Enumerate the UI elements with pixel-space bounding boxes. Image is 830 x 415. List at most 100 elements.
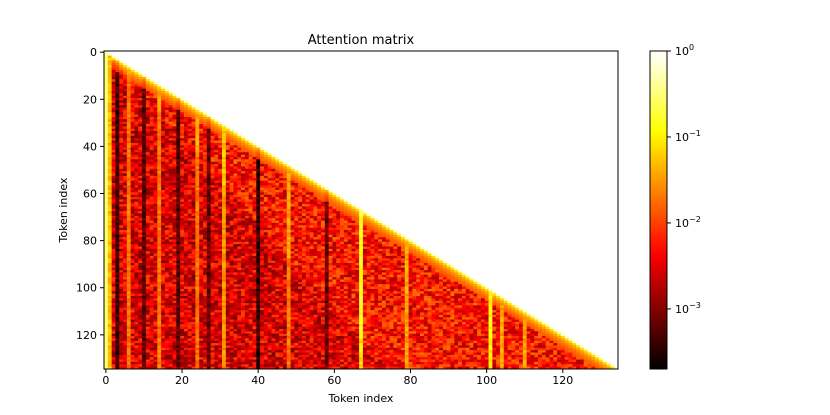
heatmap-cell — [252, 272, 257, 276]
heatmap-cell — [244, 147, 250, 151]
heatmap-cell — [237, 274, 242, 278]
heatmap-cell — [218, 272, 223, 276]
heatmap-cell — [119, 131, 124, 134]
heatmap-cell — [328, 225, 333, 229]
heatmap-cell — [343, 246, 349, 250]
heatmap-cell — [134, 267, 139, 271]
heatmap-cell — [321, 255, 326, 259]
heatmap-cell — [263, 159, 269, 163]
heatmap-cell — [153, 241, 158, 245]
heatmap-cell — [123, 220, 128, 224]
heatmap-cell — [149, 102, 154, 106]
heatmap-cell — [123, 76, 128, 80]
heatmap-cell — [180, 194, 185, 198]
heatmap-cell — [343, 213, 349, 217]
heatmap-cell — [454, 272, 459, 276]
heatmap-cell — [142, 105, 147, 108]
heatmap-cell — [138, 260, 143, 264]
heatmap-cell — [153, 147, 158, 151]
heatmap-cell — [233, 244, 238, 247]
heatmap-cell — [450, 270, 455, 273]
heatmap-cell — [267, 199, 272, 203]
heatmap-cell — [145, 248, 151, 252]
heatmap-cell — [115, 192, 120, 196]
heatmap-cell — [321, 239, 326, 243]
heatmap-cell — [225, 284, 230, 287]
heatmap-cell — [336, 265, 341, 269]
heatmap-cell — [206, 173, 211, 177]
heatmap-cell — [321, 208, 326, 212]
heatmap-cell — [381, 274, 387, 278]
heatmap-cell — [161, 189, 166, 193]
heatmap-cell — [378, 274, 383, 278]
heatmap-cell — [142, 149, 147, 153]
heatmap-cell — [210, 187, 215, 191]
heatmap-cell — [119, 270, 124, 273]
heatmap-cell — [351, 232, 356, 236]
heatmap-cell — [267, 279, 272, 283]
heatmap-cell — [275, 251, 280, 254]
heatmap-cell — [145, 124, 151, 127]
heatmap-cell — [187, 206, 192, 210]
heatmap-cell — [134, 187, 139, 191]
heatmap-cell — [199, 161, 204, 165]
heatmap-cell — [225, 260, 230, 264]
heatmap-cell — [454, 274, 459, 278]
heatmap-cell — [123, 267, 128, 271]
heatmap-cell — [161, 246, 166, 250]
heatmap-cell — [119, 142, 124, 146]
heatmap-cell — [290, 281, 295, 285]
heatmap-cell — [340, 232, 345, 236]
heatmap-cell — [237, 161, 242, 165]
heatmap-cell — [153, 227, 158, 231]
heatmap-cell — [161, 263, 166, 266]
heatmap-cell — [218, 145, 223, 148]
heatmap-cell — [145, 206, 151, 210]
heatmap-cell — [107, 138, 112, 141]
heatmap-cell — [206, 149, 211, 153]
heatmap-cell — [119, 178, 124, 181]
heatmap-cell — [183, 251, 189, 254]
heatmap-cell — [115, 272, 120, 276]
heatmap-cell — [305, 178, 310, 181]
heatmap-cell — [347, 260, 352, 264]
heatmap-cell — [218, 180, 223, 184]
heatmap-cell — [104, 189, 109, 193]
heatmap-cell — [244, 244, 250, 247]
heatmap-cell — [340, 267, 345, 271]
heatmap-cell — [290, 194, 295, 198]
heatmap-cell — [233, 234, 238, 238]
heatmap-cell — [210, 246, 215, 250]
heatmap-cell — [256, 182, 261, 186]
heatmap-cell — [370, 215, 375, 219]
heatmap-cell — [271, 232, 276, 236]
heatmap-cell — [252, 258, 257, 261]
heatmap-cell — [104, 159, 109, 163]
heatmap-cell — [263, 197, 269, 200]
heatmap-cell — [343, 201, 349, 205]
heatmap-cell — [328, 263, 333, 266]
heatmap-cell — [119, 93, 124, 97]
heatmap-cell — [107, 187, 112, 191]
heatmap-cell — [252, 284, 257, 287]
heatmap-cell — [199, 133, 204, 137]
heatmap-cell — [161, 107, 166, 111]
heatmap-cell — [172, 230, 177, 233]
heatmap-cell — [286, 185, 291, 188]
heatmap-cell — [145, 157, 151, 160]
heatmap-cell — [164, 284, 170, 287]
heatmap-cell — [309, 265, 314, 269]
heatmap-cell — [180, 147, 185, 151]
heatmap-cell — [206, 164, 211, 167]
heatmap-cell — [362, 215, 368, 219]
heatmap-cell — [104, 98, 109, 101]
heatmap-cell — [244, 149, 250, 153]
heatmap-cell — [172, 93, 177, 97]
heatmap-cell — [176, 194, 181, 198]
heatmap-cell — [126, 187, 131, 191]
heatmap-cell — [187, 175, 192, 179]
heatmap-cell — [157, 234, 162, 238]
heatmap-cell — [199, 227, 204, 231]
heatmap-cell — [393, 274, 398, 278]
heatmap-cell — [416, 265, 421, 269]
